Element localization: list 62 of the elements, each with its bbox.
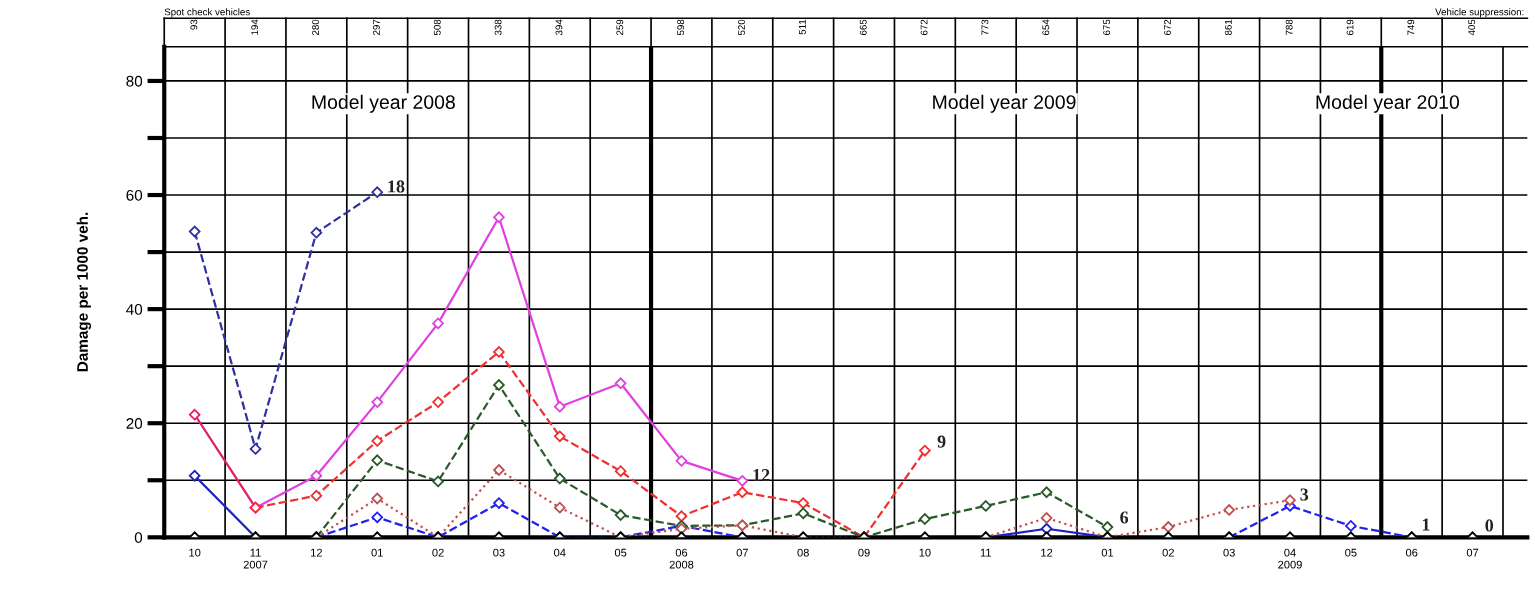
x-tick-label: 04 2009: [1278, 548, 1302, 569]
text: 520: [738, 19, 745, 36]
text: 338: [494, 19, 502, 36]
text: 749: [1407, 19, 1415, 35]
text: 672: [920, 19, 928, 35]
x-tick-label: 02: [432, 548, 444, 557]
annotation: Model year 2009: [933, 94, 1076, 113]
x-tick-label: 07: [736, 548, 748, 557]
text: Spot check vehicles: [164, 8, 250, 18]
annotation: 18: [388, 180, 405, 193]
text: 93: [190, 19, 198, 30]
text: 619: [1346, 19, 1354, 35]
y-axis-title: Damage per 1000 veh.: [76, 212, 91, 372]
x-tick-label: 04: [554, 548, 566, 557]
x-tick-label: 01: [1101, 548, 1114, 557]
text: 665: [859, 19, 867, 35]
text: 405: [1468, 19, 1476, 36]
y-tick-label: 80: [126, 75, 143, 87]
text: 773: [981, 19, 989, 35]
text: 654: [1042, 19, 1050, 35]
annotation: 1: [1422, 518, 1430, 531]
x-tick-label: 06 2008: [669, 548, 694, 569]
text: 508: [433, 19, 441, 36]
annotation: 0: [1485, 519, 1494, 532]
x-tick-label: 12: [311, 548, 322, 557]
y-tick-label: 0: [134, 532, 143, 543]
x-tick-label: 03: [493, 548, 505, 557]
x-tick-label: 09: [858, 548, 870, 557]
x-tick-label: 12: [1041, 548, 1053, 557]
x-tick-label: 07: [1466, 548, 1479, 557]
x-tick-label: 05: [1345, 548, 1357, 557]
annotation: 12: [753, 469, 770, 481]
text: 511: [799, 19, 806, 35]
x-tick-label: 05: [614, 548, 627, 557]
annotation: 3: [1300, 488, 1309, 501]
text: 194: [251, 19, 259, 35]
y-tick-label: 60: [126, 189, 143, 201]
text: 672: [1164, 19, 1171, 35]
annotation: 6: [1120, 511, 1129, 524]
x-tick-label: 02: [1162, 548, 1174, 557]
x-tick-label: 10: [189, 548, 201, 557]
text: 788: [1285, 19, 1293, 35]
x-tick-label: 11 2007: [243, 548, 268, 569]
annotation: 9: [937, 435, 946, 448]
text: 280: [312, 19, 319, 35]
text: Vehicle suppression:: [1435, 8, 1524, 18]
x-tick-label: 11: [980, 548, 991, 557]
text: 297: [372, 19, 380, 35]
x-tick-label: 01: [371, 548, 383, 557]
x-tick-label: 06: [1405, 548, 1418, 557]
x-tick-label: 10: [919, 548, 931, 557]
text: 675: [1103, 19, 1111, 35]
x-tick-label: 08: [797, 548, 809, 557]
x-tick-label: 03: [1223, 548, 1235, 557]
annotation: Model year 2008: [312, 94, 455, 113]
text: 861: [1224, 19, 1232, 36]
annotation: Model year 2010: [1316, 94, 1460, 113]
y-tick-label: 20: [126, 418, 143, 429]
text: 394: [555, 19, 563, 36]
y-tick-label: 40: [126, 303, 143, 315]
text: 598: [677, 19, 685, 36]
text: 259: [616, 19, 624, 35]
